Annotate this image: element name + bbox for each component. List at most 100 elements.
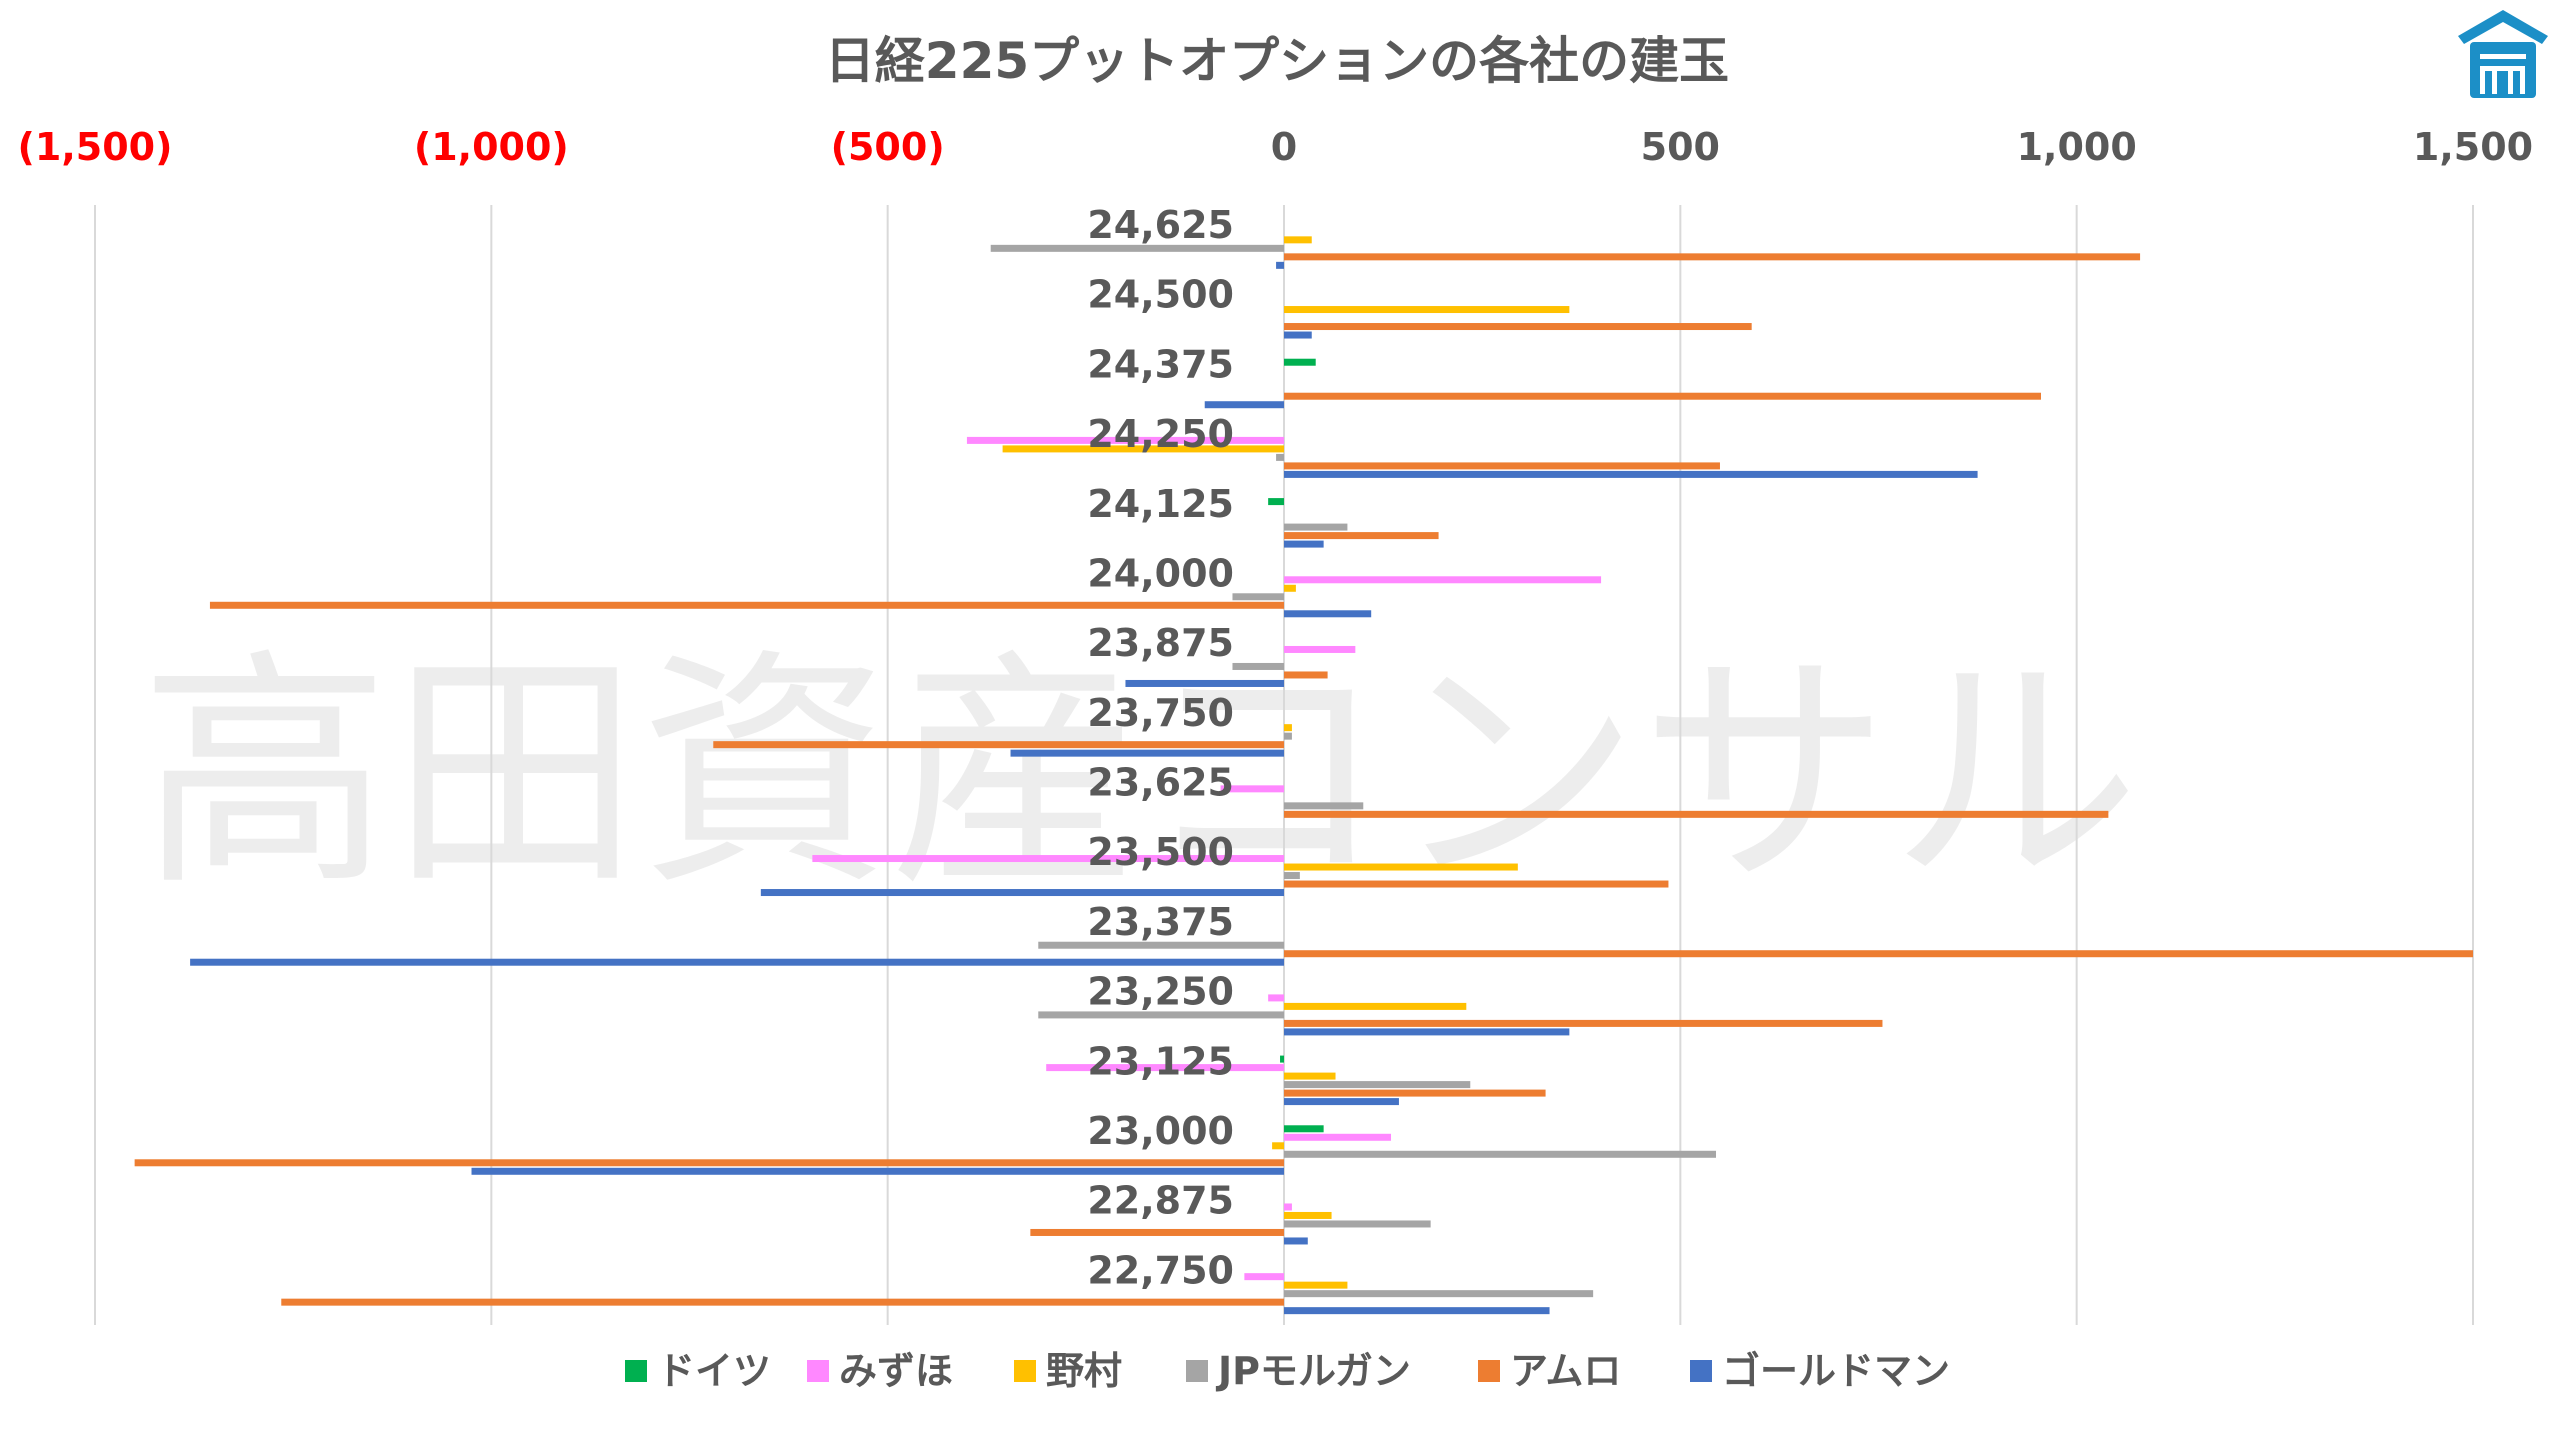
bar [1125,679,1284,687]
category-label: 23,125 [1087,1039,1234,1083]
legend-swatch [1690,1360,1712,1382]
bar [1284,306,1570,314]
category-label: 24,625 [1087,203,1234,247]
bar [1284,810,2109,818]
legend-swatch [625,1360,647,1382]
bar [1284,358,1316,366]
category-label: 23,000 [1087,1109,1234,1153]
bar [1284,1125,1324,1133]
bar [966,436,1284,444]
category-label: 24,500 [1087,273,1234,317]
bar [1204,401,1284,409]
bar [1284,1237,1308,1245]
bar [1284,1307,1550,1315]
bar [990,244,1284,252]
legend: ドイツ みずほ 野村 JPモルガン アムロ ゴールドマン [625,1349,1950,1393]
bars [134,236,2473,1315]
bar [1268,994,1284,1002]
bar [1284,1203,1292,1211]
bar [1038,1011,1284,1019]
x-tick-label: 1,500 [2413,125,2533,169]
bar [1284,1002,1467,1010]
bar [1284,950,2473,958]
category-label: 22,875 [1087,1179,1234,1223]
watermark: 高田資産コンサル [140,628,2140,919]
bar [1284,576,1602,584]
bar [1220,785,1284,793]
bar [1244,1273,1284,1281]
category-label: 22,750 [1087,1248,1234,1292]
bar [1284,1211,1332,1219]
bar [1284,724,1292,732]
bar [1284,1220,1431,1228]
legend-label: ドイツ [657,1349,771,1393]
bar [471,1167,1284,1175]
bar [1284,392,2041,400]
bar [1276,261,1284,269]
bar [760,889,1284,897]
category-label: 24,125 [1087,482,1234,526]
bar [1284,331,1312,339]
bar [1284,1089,1546,1097]
legend-swatch [1014,1360,1036,1382]
bar [1284,880,1669,888]
bar [1284,462,1720,470]
bar [1284,1098,1399,1106]
bar [1284,863,1518,871]
bar [190,958,1284,966]
bar [1284,671,1328,679]
legend-swatch [1478,1360,1500,1382]
bar [1268,498,1284,506]
bar [1284,1072,1336,1080]
bar [713,741,1284,749]
legend-label: ゴールドマン [1722,1349,1950,1393]
legend-label: JPモルガン [1215,1349,1411,1393]
bar [1232,593,1284,601]
x-tick-label: (1,500) [18,125,173,169]
category-label: 23,625 [1087,761,1234,805]
bar [1284,584,1296,592]
bar [1284,470,1978,478]
x-tick-label: 500 [1641,125,1720,169]
category-labels: 24,625 24,500 24,375 24,250 24,125 24,000 23,8… [1087,203,1234,1292]
bar [1030,1228,1284,1236]
category-label: 23,750 [1087,691,1234,735]
bar [1046,1064,1284,1072]
bar [1284,1081,1471,1089]
x-tick-label: (1,000) [414,125,569,169]
bar [1284,802,1364,810]
bar [281,1298,1284,1306]
bar [1284,732,1292,740]
bar [1284,523,1348,531]
bar [812,855,1284,863]
x-tick-label: (500) [831,125,945,169]
category-label: 24,250 [1087,412,1234,456]
bar [1232,662,1284,670]
bar [1284,1133,1392,1141]
bar [1284,1028,1570,1036]
bar [1276,453,1284,461]
legend-label: みずほ [839,1349,953,1393]
bar [1284,253,2141,261]
x-axis-ticks: (1,500) (1,000) (500) 0 500 1,000 1,500 [18,125,2534,169]
bar [1284,872,1300,880]
bar [1284,1290,1594,1298]
legend-swatch [1186,1360,1208,1382]
category-label: 23,250 [1087,970,1234,1014]
category-label: 23,500 [1087,830,1234,874]
x-tick-label: 1,000 [2017,125,2137,169]
category-label: 23,875 [1087,621,1234,665]
legend-label: アムロ [1510,1349,1621,1393]
category-label: 24,375 [1087,342,1234,386]
bar [1010,749,1284,757]
bar [1284,1019,1883,1027]
bar [209,601,1285,609]
bar [1284,236,1312,244]
category-label: 24,000 [1087,551,1234,595]
bar [1284,532,1439,540]
bar [1272,1142,1284,1150]
bar [1284,323,1752,331]
bar [1038,941,1284,949]
